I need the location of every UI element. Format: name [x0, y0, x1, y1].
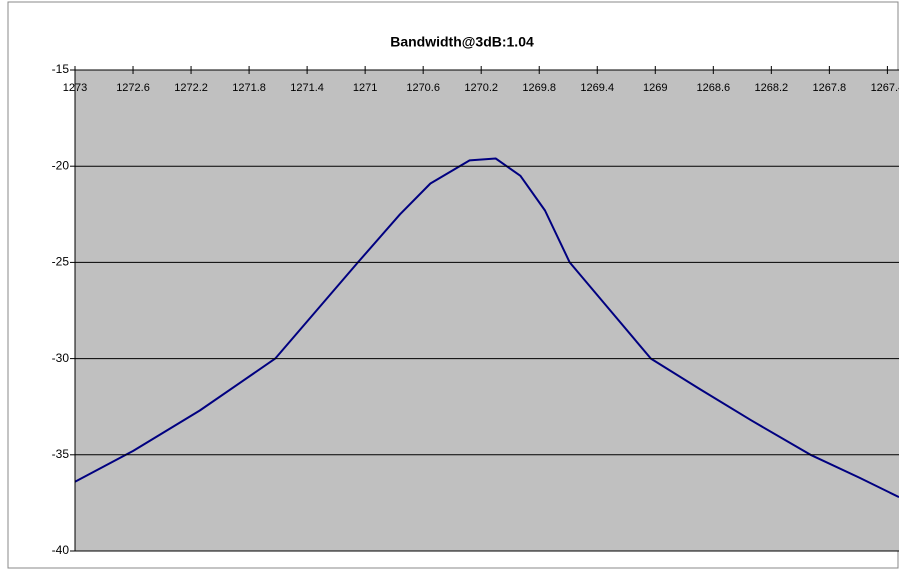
x-tick-label: 1267.8 [813, 82, 847, 94]
y-tick-label: -20 [52, 158, 70, 172]
y-tick-label: -40 [52, 543, 70, 557]
y-tick-label: -25 [52, 255, 70, 269]
x-tick-label: 1270.6 [406, 82, 440, 94]
x-tick-label: 1268.6 [696, 82, 730, 94]
x-tick-label: 1269.4 [580, 82, 614, 94]
x-tick-label: 1272.6 [116, 82, 150, 94]
x-tick-label: 1270.2 [464, 82, 498, 94]
x-tick-label: 1269.8 [522, 82, 556, 94]
y-tick-label: -35 [52, 447, 70, 461]
y-tick-label: -15 [52, 62, 70, 76]
x-tick-label: 1271.4 [290, 82, 324, 94]
x-tick-label: 1269 [643, 82, 667, 94]
chart-title: Bandwidth@3dB:1.04 [390, 34, 534, 50]
plot-area [75, 70, 899, 551]
x-tick-label: 1271 [353, 82, 377, 94]
y-tick-label: -30 [52, 351, 70, 365]
x-tick-label: 1267.4 [871, 82, 899, 94]
x-tick-label: 1268.2 [755, 82, 789, 94]
x-tick-label: 1273 [63, 82, 87, 94]
x-tick-label: 1271.8 [232, 82, 266, 94]
x-tick-label: 1272.2 [174, 82, 208, 94]
